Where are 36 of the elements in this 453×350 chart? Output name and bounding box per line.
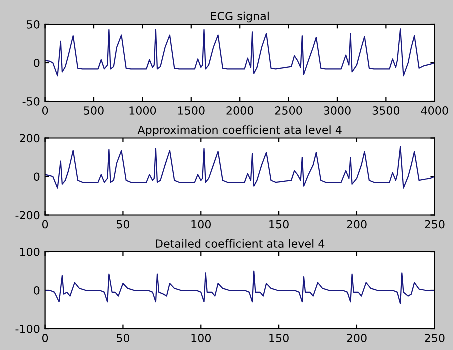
- y-tick-label: -50: [22, 97, 40, 106]
- x-tick-label: 3000: [324, 106, 351, 115]
- line-series: [45, 28, 435, 77]
- x-tick-label: 50: [117, 334, 130, 342]
- x-tick-label: 150: [270, 334, 289, 342]
- x-tick-label: 2500: [275, 106, 302, 115]
- x-tick-label: 1000: [130, 106, 156, 115]
- x-tick-label: 2000: [226, 106, 254, 115]
- y-tick-label: 0: [34, 172, 40, 182]
- y-tick-label: 0: [34, 286, 40, 295]
- x-tick-label: 100: [192, 220, 211, 229]
- chart-title: Approximation coefficient ata level 4: [138, 126, 342, 136]
- x-tick-label: 1500: [178, 106, 205, 115]
- chart-title: ECG signal: [211, 12, 269, 23]
- x-tick-label: 200: [347, 334, 367, 342]
- x-tick-label: 3500: [372, 106, 400, 115]
- x-tick-label: 250: [425, 220, 445, 229]
- y-tick-label: -100: [16, 324, 40, 334]
- y-tick-label: 200: [20, 134, 40, 143]
- x-tick-label: 0: [42, 106, 48, 115]
- x-tick-label: 0: [42, 220, 48, 229]
- y-tick-label: 100: [20, 248, 40, 256]
- x-tick-label: 200: [347, 220, 367, 229]
- x-tick-label: 4000: [421, 106, 448, 115]
- y-tick-label: 0: [34, 58, 40, 68]
- line-series: [45, 270, 435, 305]
- x-tick-label: 0: [42, 334, 48, 342]
- y-tick-label: -200: [16, 211, 40, 220]
- x-tick-label: 250: [425, 334, 445, 342]
- y-tick-label: 50: [27, 20, 40, 29]
- x-tick-label: 500: [84, 106, 104, 115]
- x-tick-label: 50: [117, 220, 130, 229]
- x-tick-label: 150: [270, 220, 289, 229]
- x-tick-label: 100: [192, 334, 211, 342]
- line-series: [45, 146, 435, 189]
- chart-title: Detailed coefficient ata level 4: [156, 239, 325, 248]
